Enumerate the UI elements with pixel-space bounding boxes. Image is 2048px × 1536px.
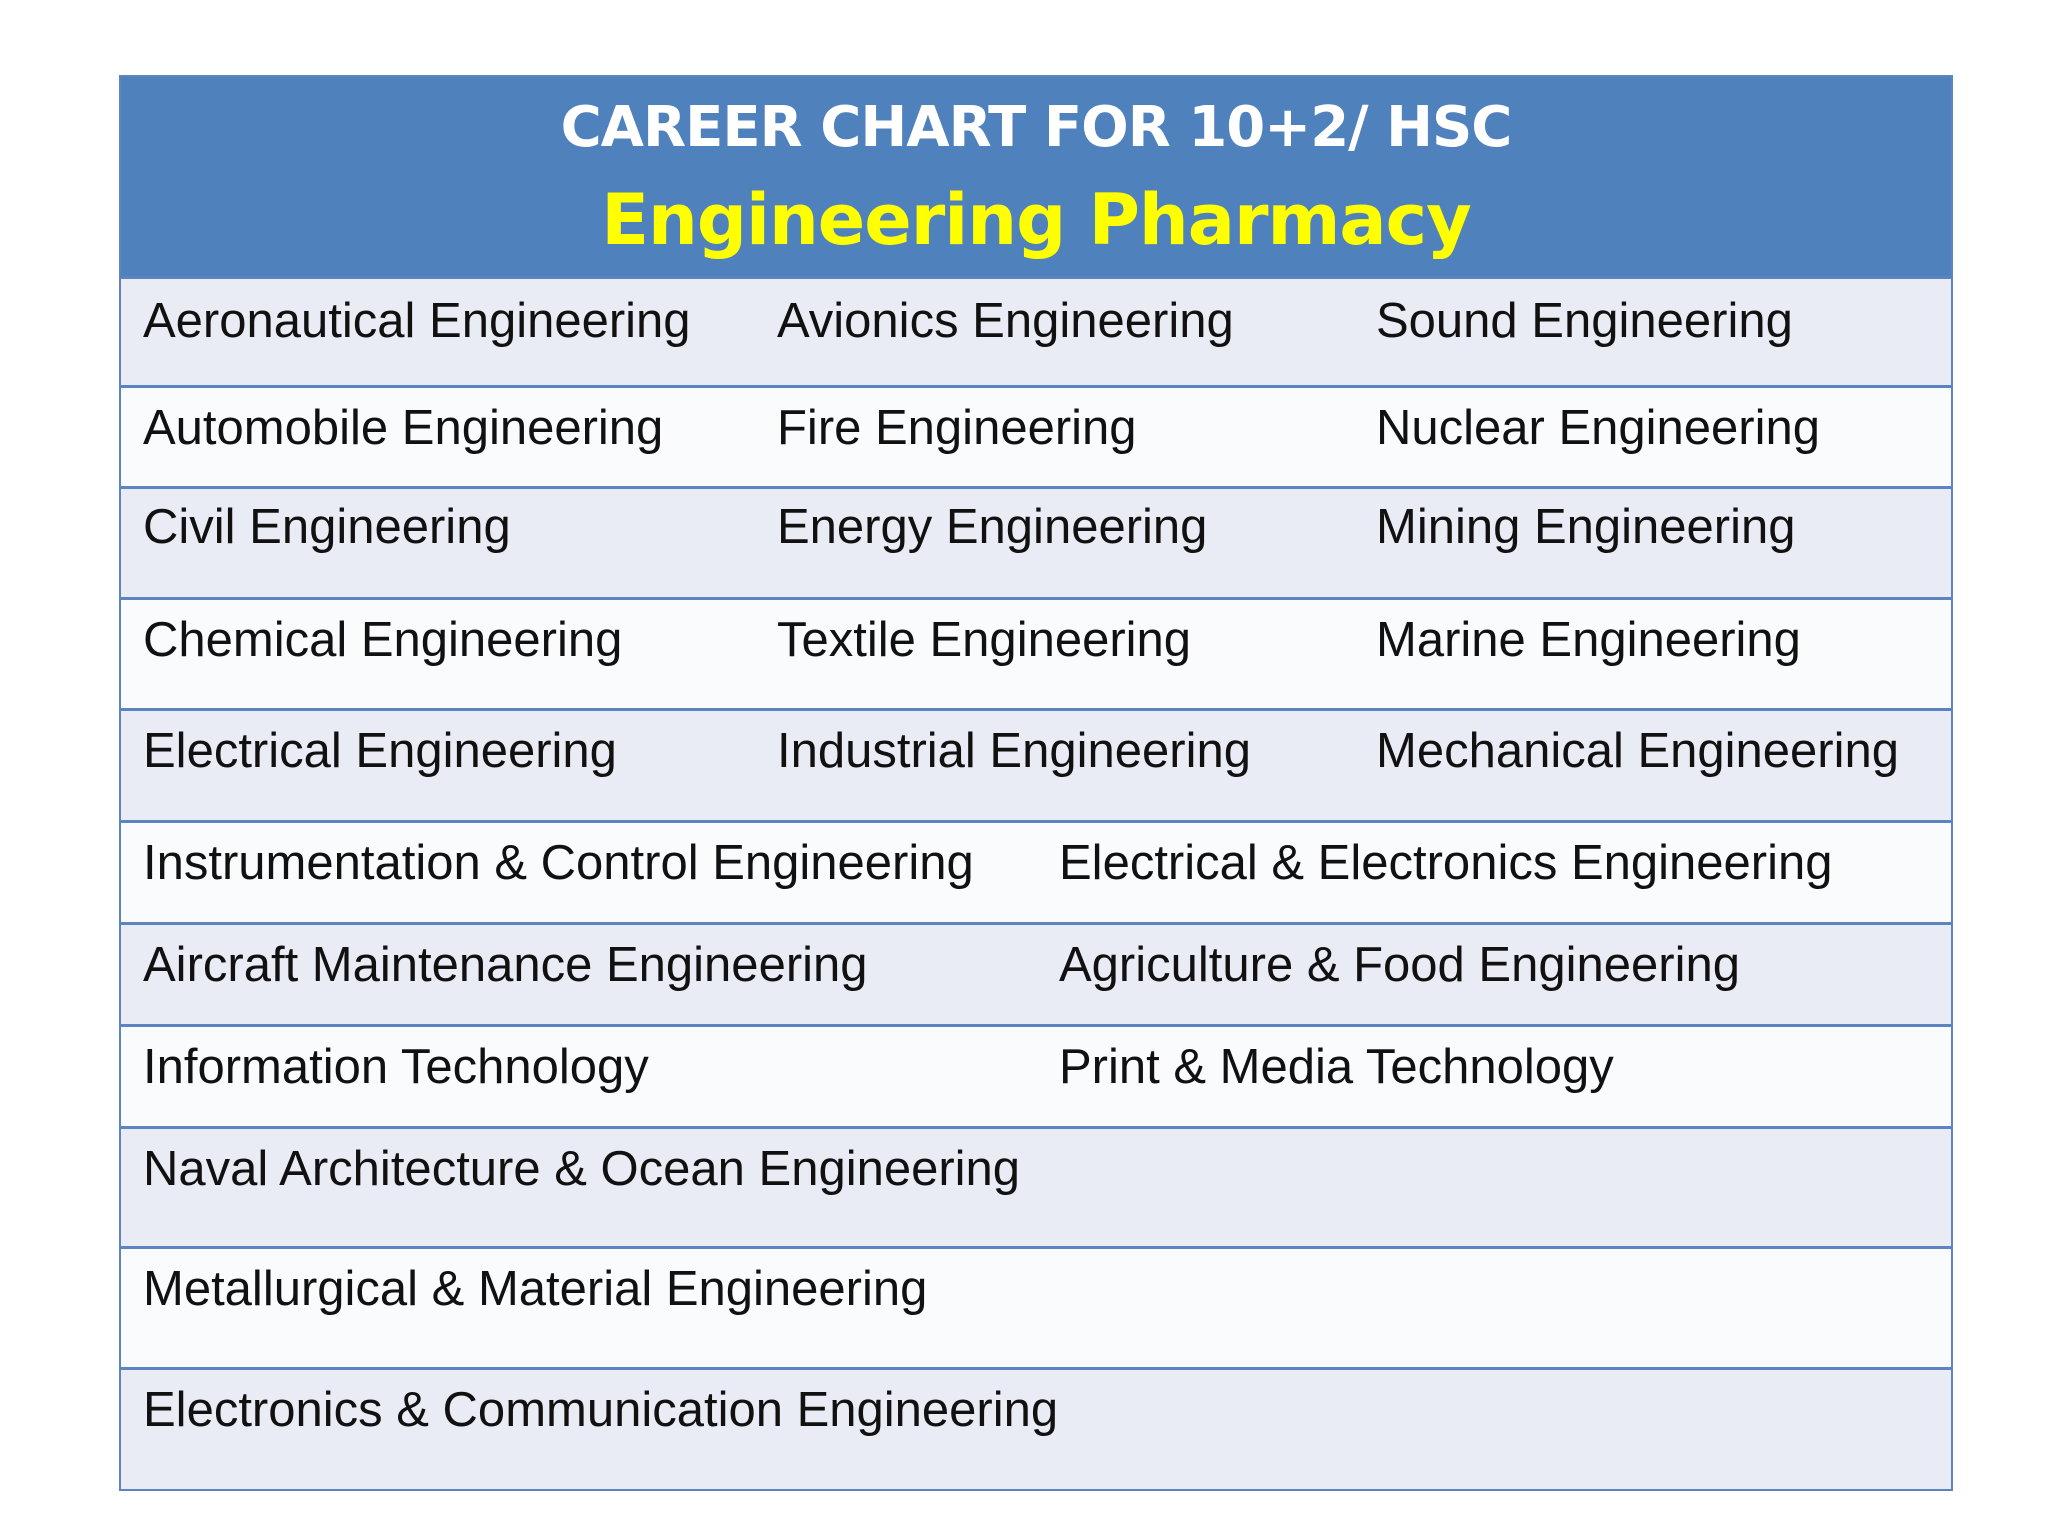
chart-title: CAREER CHART FOR 10+2/ HSC <box>560 95 1513 160</box>
table-cell: Energy Engineering <box>777 500 1208 554</box>
chart-subtitle: Engineering Pharmacy <box>601 179 1472 261</box>
table-row: Aeronautical Engineering Avionics Engine… <box>121 276 1951 388</box>
table-cell: Electrical Engineering <box>143 724 617 778</box>
table-row: Electrical Engineering Industrial Engine… <box>121 708 1951 822</box>
table-cell: Electrical & Electronics Engineering <box>1059 836 1833 890</box>
table-cell: Chemical Engineering <box>143 613 623 667</box>
table-cell: Naval Architecture & Ocean Engineering <box>143 1142 1021 1196</box>
table-cell: Aircraft Maintenance Engineering <box>143 938 868 992</box>
table-cell: Information Technology <box>143 1040 649 1094</box>
career-chart-table: CAREER CHART FOR 10+2/ HSC Engineering P… <box>119 75 1953 1491</box>
table-cell: Fire Engineering <box>777 401 1137 455</box>
table-cell: Industrial Engineering <box>777 724 1251 778</box>
table-cell: Sound Engineering <box>1376 294 1793 348</box>
table-cell: Nuclear Engineering <box>1376 401 1820 455</box>
table-row: Electronics & Communication Engineering <box>121 1367 1951 1489</box>
table-row: Automobile Engineering Fire Engineering … <box>121 385 1951 489</box>
table-cell: Instrumentation & Control Engineering <box>143 836 974 890</box>
table-row: Instrumentation & Control Engineering El… <box>121 820 1951 924</box>
table-cell: Marine Engineering <box>1376 613 1801 667</box>
table-row: Chemical Engineering Textile Engineering… <box>121 597 1951 710</box>
table-cell: Metallurgical & Material Engineering <box>143 1262 928 1316</box>
table-cell: Aeronautical Engineering <box>143 294 691 348</box>
table-cell: Automobile Engineering <box>143 401 664 455</box>
table-cell: Civil Engineering <box>143 500 511 554</box>
table-row: Information Technology Print & Media Tec… <box>121 1024 1951 1128</box>
table-row: Naval Architecture & Ocean Engineering <box>121 1126 1951 1248</box>
table-cell: Electronics & Communication Engineering <box>143 1383 1059 1437</box>
table-cell: Mechanical Engineering <box>1376 724 1899 778</box>
table-cell: Avionics Engineering <box>777 294 1234 348</box>
table-row: Civil Engineering Energy Engineering Min… <box>121 486 1951 599</box>
table-cell: Mining Engineering <box>1376 500 1796 554</box>
table-cell: Textile Engineering <box>777 613 1192 667</box>
chart-header: CAREER CHART FOR 10+2/ HSC Engineering P… <box>121 77 1951 278</box>
table-row: Aircraft Maintenance Engineering Agricul… <box>121 922 1951 1026</box>
table-cell: Print & Media Technology <box>1059 1040 1614 1094</box>
table-row: Metallurgical & Material Engineering <box>121 1246 1951 1369</box>
table-cell: Agriculture & Food Engineering <box>1059 938 1740 992</box>
